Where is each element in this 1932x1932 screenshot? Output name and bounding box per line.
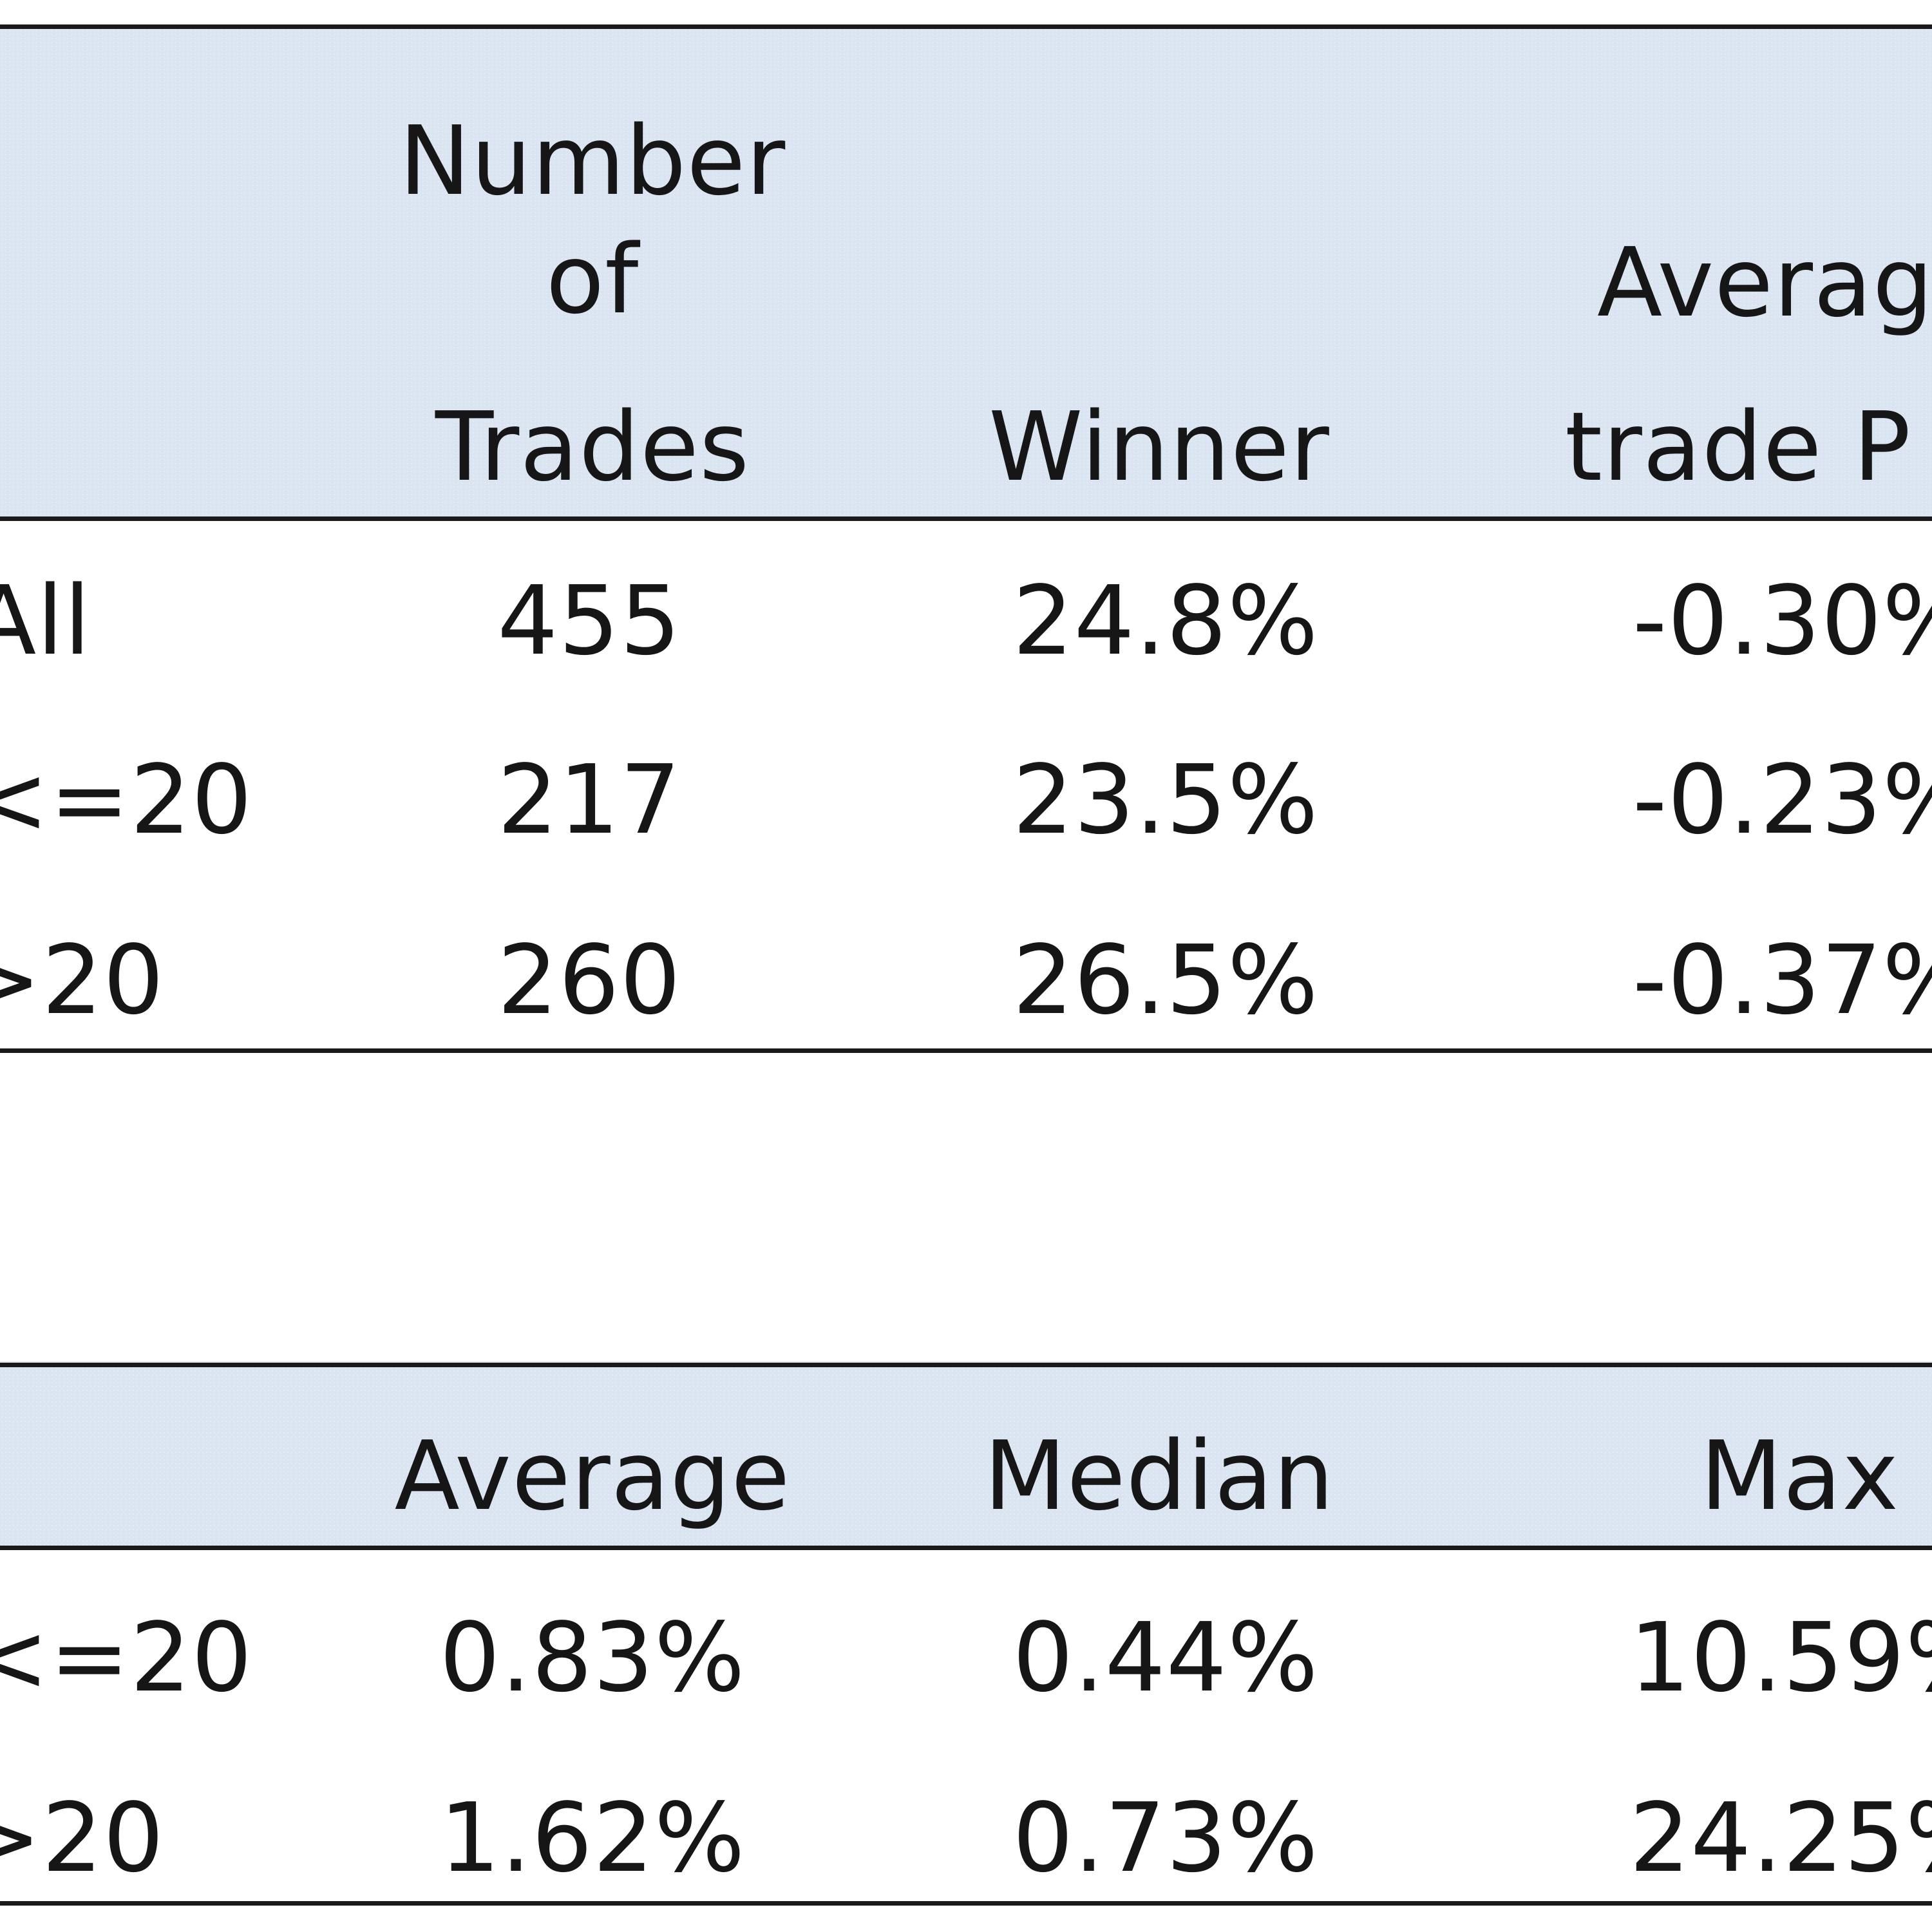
table-header-band [0, 29, 1932, 518]
top-rule [0, 24, 1932, 29]
row-label: <=20 [0, 744, 253, 855]
header-winner: Winner [989, 392, 1330, 502]
cell-winner: 24.8% [1012, 565, 1319, 676]
header-line: Number [399, 106, 786, 216]
header-line: of [545, 224, 639, 335]
header-median: Median [983, 1421, 1335, 1531]
header-bottom-rule [0, 516, 1932, 521]
cell-trades: 217 [497, 744, 681, 855]
cell-trades: 455 [497, 565, 681, 676]
cell-max: 24.25% [1629, 1783, 1932, 1893]
header-bottom-rule [0, 1546, 1932, 1550]
row-label: All [0, 565, 91, 676]
cell-avg: -0.37% [1633, 925, 1932, 1036]
return-stats-table: Average Median Max <=20 0.83% 0.44% 10.5… [0, 1352, 1932, 1932]
cell-median: 0.44% [1012, 1602, 1319, 1713]
cell-winner: 26.5% [1012, 925, 1319, 1036]
table-header-band [0, 1361, 1932, 1548]
cell-avg: -0.23% [1633, 744, 1932, 855]
cell-trades: 260 [497, 925, 681, 1036]
header-average-line1: Averag [1597, 227, 1932, 338]
header-max: Max [1700, 1421, 1899, 1531]
trade-stats-table: Number of Trades Winner Averag trade P A… [0, 24, 1932, 1053]
row-label: >20 [0, 925, 165, 1036]
header-number-of-trades-line2: of [546, 232, 639, 327]
top-rule [0, 1363, 1932, 1367]
header-number-of-trades-line3: Trades [435, 399, 750, 495]
bottom-rule [0, 1901, 1932, 1906]
cell-avg: -0.30% [1633, 565, 1932, 676]
cell-median: 0.73% [1012, 1783, 1319, 1893]
header-line: Trades [435, 392, 750, 502]
header-average-line2: trade P [1565, 392, 1911, 502]
header-average: Average [394, 1421, 791, 1531]
cell-average: 0.83% [439, 1602, 746, 1713]
row-label: <=20 [0, 1602, 253, 1713]
cell-max: 10.59% [1629, 1602, 1932, 1713]
bottom-rule [0, 1048, 1932, 1053]
header-number-of-trades: Number [399, 80, 786, 242]
cell-winner: 23.5% [1012, 744, 1319, 855]
cell-average: 1.62% [439, 1783, 746, 1893]
row-label: >20 [0, 1783, 165, 1893]
